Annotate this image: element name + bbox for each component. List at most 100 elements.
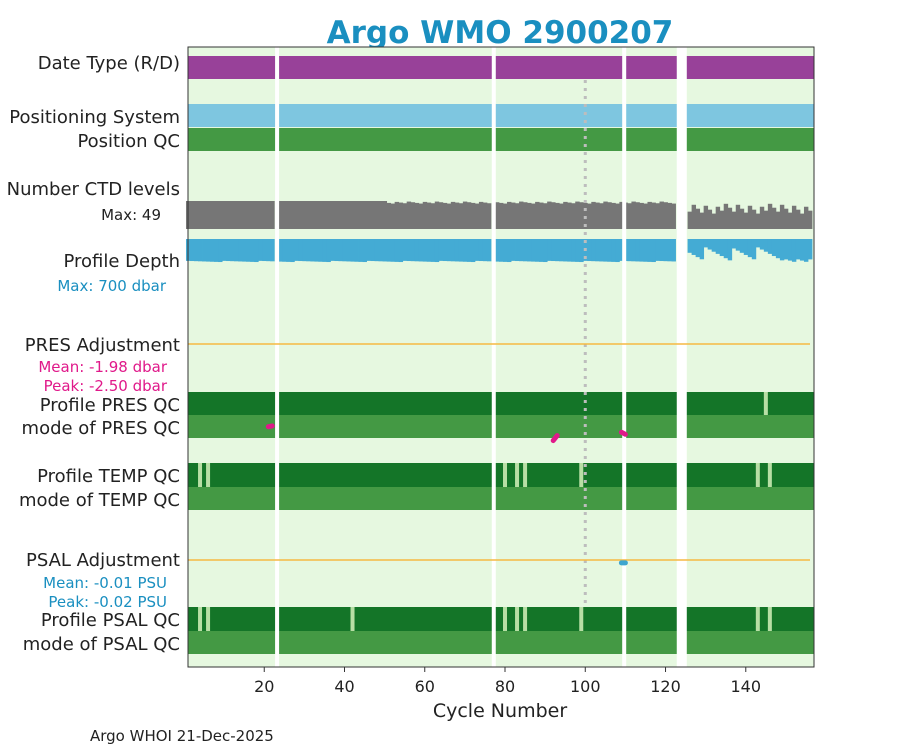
ctd-level-bar — [198, 201, 203, 229]
profile-depth-bar — [767, 239, 773, 254]
ctd-level-bar — [727, 207, 733, 229]
profile-depth-bar — [318, 239, 323, 262]
profile-depth-bar — [206, 239, 211, 262]
ctd-level-bar — [474, 203, 480, 229]
profile-depth-bar — [591, 239, 596, 262]
psal-qc-flag — [206, 607, 211, 631]
ctd-level-bar — [775, 211, 781, 229]
cycle-gap — [622, 47, 627, 667]
ctd-level-bar — [591, 201, 596, 229]
profile-depth-bar — [202, 239, 207, 262]
ctd-level-bar — [362, 201, 367, 229]
profile-depth-bar — [442, 239, 448, 262]
ctd-level-bar — [779, 204, 785, 229]
ctd-level-bar — [603, 201, 608, 229]
ctd-level-bar — [466, 202, 472, 229]
profile-depth-bar — [470, 239, 476, 263]
profile-depth-bar — [595, 239, 600, 262]
profile-depth-bar — [270, 239, 275, 262]
ctd-level-bar — [286, 201, 291, 229]
ctd-level-bar — [723, 203, 729, 229]
depth-max-label: Max: 700 dbar — [57, 277, 166, 295]
x-tick-label: 120 — [650, 677, 681, 696]
ctd-level-bar — [635, 202, 640, 229]
profile-depth-bar — [587, 239, 592, 262]
ctd-level-bar — [759, 206, 765, 229]
profile-depth-bar — [222, 239, 227, 261]
profile-depth-bar — [238, 239, 243, 262]
mode-pres-qc-band — [188, 415, 814, 438]
ctd-level-bar — [791, 205, 797, 229]
ctd-level-bar — [787, 212, 793, 229]
ctd-level-bar — [458, 203, 464, 229]
profile-depth-bar — [563, 239, 568, 262]
ctd-max-label: Max: 49 — [101, 206, 161, 224]
profile-depth-bar — [306, 239, 311, 262]
profile-depth-bar — [482, 239, 488, 262]
x-axis: 20 40 60 80 100 120 140 — [254, 667, 761, 696]
label-positioning-system: Positioning System — [9, 107, 180, 128]
profile-depth-bar — [494, 239, 500, 262]
pres-adjustment-line — [618, 429, 628, 437]
ctd-level-bar — [306, 201, 311, 229]
profile-depth-bar — [751, 239, 757, 260]
ctd-level-bar — [551, 202, 556, 229]
chart-title: Argo WMO 2900207 — [327, 15, 674, 51]
ctd-level-bar — [535, 201, 540, 229]
profile-depth-bar — [354, 239, 359, 262]
profile-depth-bar — [619, 239, 624, 261]
ctd-level-bar — [667, 202, 672, 229]
profile-depth-bar — [390, 239, 396, 262]
psal-mean-label: Mean: -0.01 PSU — [43, 574, 167, 592]
ctd-level-bar — [671, 203, 676, 229]
x-tick-label: 20 — [254, 677, 274, 696]
ctd-level-bar — [298, 201, 303, 229]
ctd-level-bar — [743, 212, 749, 229]
profile-depth-bar — [226, 239, 231, 262]
ctd-level-bar — [402, 203, 408, 229]
ctd-level-bar — [418, 203, 424, 229]
profile-depth-bar — [410, 239, 416, 262]
temp-qc-flag — [755, 463, 760, 487]
profile-depth-bar — [699, 239, 705, 260]
ctd-level-bar — [599, 203, 604, 229]
ctd-level-bar — [803, 206, 809, 229]
profile-depth-bar — [635, 239, 640, 262]
profile-depth-bar — [322, 239, 327, 262]
ctd-level-bar — [571, 203, 576, 229]
profile-depth-bar — [250, 239, 255, 262]
profile-depth-bar — [711, 239, 717, 252]
profile-depth-bar — [551, 239, 556, 262]
profile-depth-bar — [194, 239, 199, 262]
temp-qc-flag — [515, 463, 520, 487]
profile-depth-bar — [783, 239, 789, 260]
label-profile-pres-qc: Profile PRES QC — [40, 395, 180, 416]
ctd-level-bar — [523, 202, 528, 229]
profile-depth-bar — [667, 239, 672, 262]
ctd-level-bar — [478, 201, 484, 229]
profile-depth-bar — [414, 239, 420, 262]
ctd-level-bar — [294, 201, 299, 229]
ctd-level-bar — [302, 201, 307, 229]
ctd-level-bar — [358, 201, 363, 229]
profile-depth-bar — [703, 239, 709, 248]
ctd-level-bar — [334, 201, 339, 229]
profile-depth-bar — [735, 239, 741, 251]
ctd-level-bar — [735, 204, 741, 229]
ctd-level-bar — [262, 201, 267, 229]
ctd-level-bar — [390, 203, 396, 229]
ctd-level-bar — [374, 201, 380, 229]
profile-depth-bar — [691, 239, 697, 255]
cycle-gap — [676, 47, 687, 667]
ctd-level-bar — [663, 202, 668, 229]
temp-qc-flag — [198, 463, 203, 487]
ctd-level-bar — [202, 201, 207, 229]
pres-peak-label: Peak: -2.50 dbar — [44, 377, 168, 395]
profile-depth-bar — [599, 239, 604, 262]
ctd-level-bar — [799, 213, 805, 229]
profile-depth-bar — [611, 239, 616, 262]
label-profile-temp-qc: Profile TEMP QC — [37, 466, 180, 487]
ctd-level-bar — [382, 201, 388, 229]
x-tick-label: 100 — [570, 677, 601, 696]
